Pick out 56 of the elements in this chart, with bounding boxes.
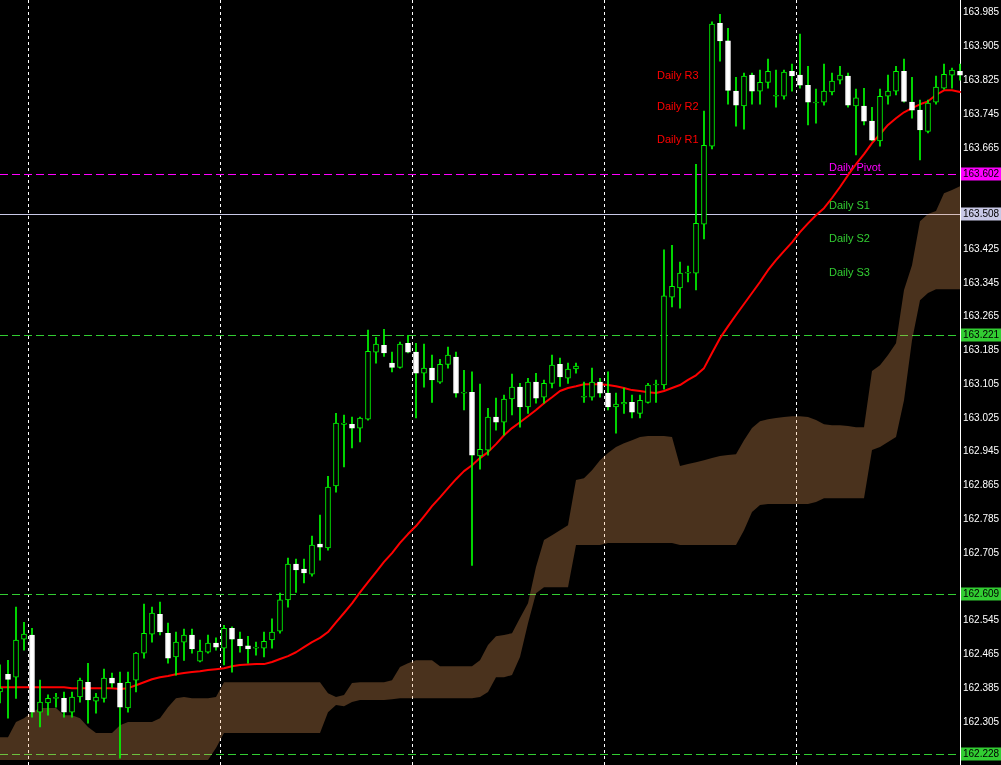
ref-line-label: 163.221 [963, 329, 1000, 341]
candlestick [341, 414, 347, 468]
y-tick-label: 163.025 [963, 411, 1000, 423]
candlestick [885, 74, 891, 105]
candlestick [21, 621, 27, 651]
candlestick [813, 88, 819, 124]
annotation: Daily Pivot [828, 161, 881, 174]
ref-line-label: 162.609 [963, 588, 1000, 600]
y-tick-label: 163.905 [963, 40, 1000, 52]
annotation: Daily R1 [657, 133, 699, 146]
candlestick [581, 381, 587, 403]
y-tick-label: 162.465 [963, 648, 1000, 660]
y-tick-label: 162.785 [963, 513, 1000, 525]
candlestick [477, 383, 483, 470]
y-tick-label: 163.985 [963, 6, 1000, 18]
y-tick-label: 163.665 [963, 141, 1000, 153]
candlestick [181, 628, 187, 661]
y-tick-label: 162.865 [963, 479, 1000, 491]
y-tick-label: 163.825 [963, 73, 1000, 85]
candlestick [253, 641, 259, 656]
candlestick [493, 397, 499, 431]
y-tick-label: 163.105 [963, 377, 1000, 389]
annotation: Daily S2 [828, 232, 870, 245]
candlestick [421, 343, 427, 388]
candlestick [669, 244, 675, 308]
annotation: Daily S1 [828, 199, 870, 212]
candlestick [622, 387, 626, 414]
y-tick-label: 162.945 [963, 445, 1000, 457]
y-tick-label: 162.385 [963, 681, 1000, 693]
y-tick-label: 162.305 [963, 715, 1000, 727]
y-tick-label: 163.185 [963, 344, 1000, 356]
ref-line-label: 162.228 [963, 748, 1000, 760]
candlestick [653, 379, 659, 403]
ref-line-label: 163.602 [963, 168, 1000, 180]
candlestick [773, 69, 779, 108]
annotation: Daily R3 [657, 69, 699, 82]
candlestick [461, 369, 467, 411]
y-tick-label: 163.265 [963, 310, 1000, 322]
y-tick-label: 162.705 [963, 546, 1000, 558]
annotation: Daily S3 [828, 266, 870, 279]
candlestick [53, 692, 59, 708]
candlestick [293, 558, 299, 593]
y-tick-label: 162.545 [963, 614, 1000, 626]
ref-line-label: 163.508 [963, 208, 1000, 220]
y-tick-label: 163.345 [963, 276, 1000, 288]
candlestick [38, 679, 42, 728]
annotation: Daily R2 [657, 100, 699, 113]
candlestick [853, 88, 859, 156]
candlestick [429, 354, 435, 403]
candlestick [789, 63, 795, 92]
candlestick [45, 694, 51, 716]
candlestick [685, 265, 691, 283]
y-tick-label: 163.745 [963, 107, 1000, 119]
y-tick-label: 163.425 [963, 242, 1000, 254]
candlestick [909, 76, 915, 119]
candlestick [5, 659, 11, 719]
